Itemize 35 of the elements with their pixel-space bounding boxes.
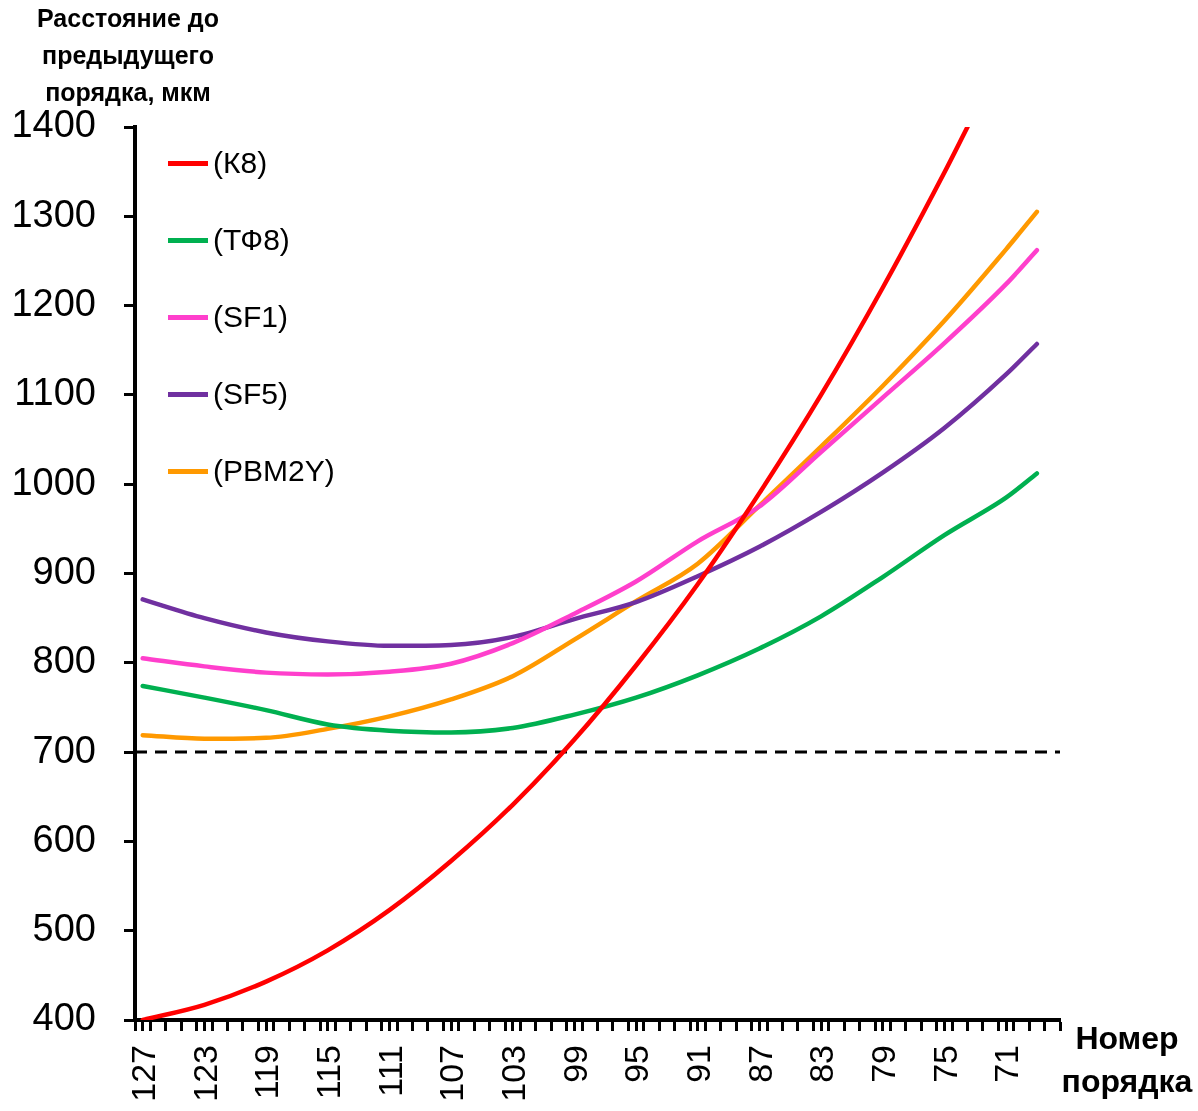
x-axis-title: Номер порядка xyxy=(1060,1019,1194,1101)
y-tick-label: 400 xyxy=(32,996,96,1039)
x-tick-label: 103 xyxy=(494,1045,533,1102)
x-tick-label: 115 xyxy=(309,1045,348,1100)
legend-label: (К8) xyxy=(213,146,268,180)
y-tick-label: 1200 xyxy=(11,282,96,325)
y-tick-label: 900 xyxy=(32,549,96,592)
y-tick-label: 800 xyxy=(32,639,96,682)
x-tick-label: 83 xyxy=(802,1045,841,1083)
legend-label: (ТФ8) xyxy=(213,223,290,257)
x-tick-label: 127 xyxy=(124,1045,163,1102)
x-tick-label: 75 xyxy=(925,1045,964,1083)
line-series xyxy=(140,127,970,1020)
y-tick-label: 1000 xyxy=(11,460,96,503)
x-tick-label: 91 xyxy=(679,1045,718,1083)
legend-label: (PBM2Y) xyxy=(213,454,335,488)
y-tick-label: 1300 xyxy=(11,192,96,235)
x-tick-label: 87 xyxy=(740,1045,779,1083)
line-series xyxy=(140,209,1040,741)
y-tick-label: 600 xyxy=(32,817,96,860)
x-tick-label: 79 xyxy=(864,1045,903,1083)
x-tick-label: 99 xyxy=(555,1045,594,1083)
y-axis-title: Расстояние до предыдущего порядка, мкм xyxy=(36,3,220,108)
legend-label: (SF5) xyxy=(213,377,288,411)
x-tick-label: 123 xyxy=(185,1045,224,1102)
y-tick-label: 1100 xyxy=(14,371,96,414)
y-tick-label: 700 xyxy=(32,728,96,771)
x-tick-label: 119 xyxy=(247,1045,286,1100)
y-tick-label: 500 xyxy=(32,907,96,950)
legend-label: (SF1) xyxy=(213,300,288,334)
x-tick-label: 95 xyxy=(617,1045,656,1083)
x-tick-label: 107 xyxy=(432,1045,471,1102)
line-series xyxy=(140,341,1040,649)
x-tick-label: 71 xyxy=(987,1045,1026,1083)
x-tick-label: 111 xyxy=(370,1045,409,1097)
